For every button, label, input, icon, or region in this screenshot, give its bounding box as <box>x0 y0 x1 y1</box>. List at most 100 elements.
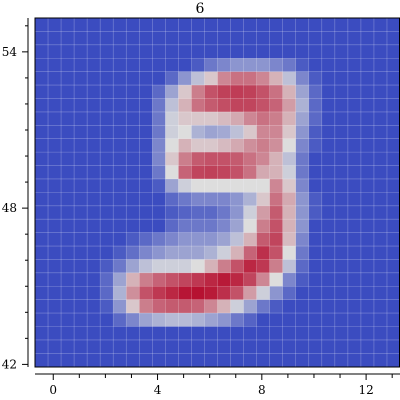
heatmap-cell <box>61 259 75 274</box>
heatmap-cell <box>48 272 62 287</box>
heatmap-cell <box>308 286 323 300</box>
heatmap-cell <box>334 125 349 140</box>
heatmap-cell <box>230 58 244 72</box>
heatmap-cell <box>87 219 101 233</box>
heatmap-cell <box>113 299 127 314</box>
heatmap-cell <box>100 219 114 233</box>
heatmap-cell <box>308 71 323 86</box>
heatmap-cell <box>139 326 153 341</box>
heatmap-cell <box>165 286 179 300</box>
heatmap-cell <box>308 326 323 341</box>
heatmap-cell <box>35 138 49 153</box>
heatmap-cell <box>295 339 310 354</box>
heatmap-cell <box>295 98 310 113</box>
heatmap-cell <box>87 259 101 274</box>
heatmap-cell <box>165 259 179 274</box>
heatmap-cell <box>243 138 257 153</box>
heatmap-cell <box>347 31 362 46</box>
heatmap-cell <box>152 286 166 300</box>
heatmap-cell <box>217 339 231 354</box>
heatmap-cell <box>321 192 336 207</box>
heatmap-cell <box>139 205 153 220</box>
heatmap-cell <box>295 58 310 72</box>
heatmap-cell <box>269 339 283 354</box>
heatmap-cell <box>360 85 375 99</box>
heatmap-cell <box>100 31 114 46</box>
heatmap-cell <box>204 232 218 247</box>
heatmap-cell <box>256 313 270 327</box>
heatmap-cell <box>282 98 297 113</box>
heatmap-cell <box>100 138 114 153</box>
heatmap-cell <box>204 165 218 180</box>
heatmap-cell <box>256 205 270 220</box>
heatmap-cell <box>152 353 166 368</box>
heatmap-cell <box>61 353 75 368</box>
heatmap-cell <box>243 71 257 86</box>
heatmap-cell <box>347 205 362 220</box>
heatmap-cell <box>386 44 400 59</box>
heatmap-cell <box>113 313 127 327</box>
heatmap-cell <box>178 125 192 140</box>
y-tick-label: 48 <box>2 201 17 215</box>
heatmap-cell <box>178 219 192 233</box>
heatmap-cell <box>74 339 88 354</box>
heatmap-cell <box>165 326 179 341</box>
heatmap-cell <box>269 259 283 274</box>
heatmap-cell <box>269 286 283 300</box>
heatmap-cell <box>100 192 114 207</box>
heatmap-cell <box>204 246 218 260</box>
heatmap-cell <box>282 138 297 153</box>
heatmap-cell <box>152 339 166 354</box>
heatmap-cell <box>100 111 114 126</box>
heatmap-cell <box>204 205 218 220</box>
heatmap-cell <box>87 326 101 341</box>
heatmap-cell <box>126 259 140 274</box>
heatmap-cell <box>295 259 310 274</box>
heatmap-cell <box>61 178 75 193</box>
heatmap-cell <box>360 219 375 233</box>
heatmap-cell <box>217 299 231 314</box>
heatmap-cell <box>178 313 192 327</box>
heatmap-cell <box>321 272 336 287</box>
heatmap-cell <box>87 246 101 260</box>
heatmap-cell <box>295 272 310 287</box>
heatmap-cell <box>61 326 75 341</box>
heatmap-cell <box>178 205 192 220</box>
heatmap-cell <box>74 165 88 180</box>
heatmap-cell <box>100 44 114 59</box>
heatmap-cell <box>35 286 49 300</box>
heatmap-cell <box>347 353 362 368</box>
heatmap-cell <box>347 313 362 327</box>
heatmap-cell <box>243 326 257 341</box>
heatmap-cell <box>87 178 101 193</box>
heatmap-cell <box>139 18 153 32</box>
heatmap-cell <box>61 246 75 260</box>
heatmap-cell <box>308 58 323 72</box>
heatmap-cell <box>100 165 114 180</box>
heatmap-cell <box>347 326 362 341</box>
heatmap-cell <box>243 353 257 368</box>
heatmap-cell <box>373 353 388 368</box>
heatmap-cell <box>87 44 101 59</box>
heatmap-cell <box>48 259 62 274</box>
heatmap-cell <box>347 165 362 180</box>
heatmap-cell <box>165 152 179 166</box>
heatmap-cell <box>204 178 218 193</box>
heatmap-cell <box>100 326 114 341</box>
heatmap-cell <box>295 85 310 99</box>
heatmap-cell <box>178 259 192 274</box>
heatmap-cell <box>217 138 231 153</box>
heatmap-cell <box>113 152 127 166</box>
heatmap-cell <box>204 138 218 153</box>
heatmap-cell <box>308 165 323 180</box>
heatmap-cell <box>347 111 362 126</box>
heatmap-cell <box>48 98 62 113</box>
heatmap-cell <box>373 44 388 59</box>
heatmap-cell <box>113 125 127 140</box>
heatmap-cell <box>217 313 231 327</box>
heatmap-cell <box>165 353 179 368</box>
heatmap-cell <box>139 313 153 327</box>
heatmap-cell <box>191 326 205 341</box>
heatmap-cell <box>74 98 88 113</box>
heatmap-cell <box>334 272 349 287</box>
